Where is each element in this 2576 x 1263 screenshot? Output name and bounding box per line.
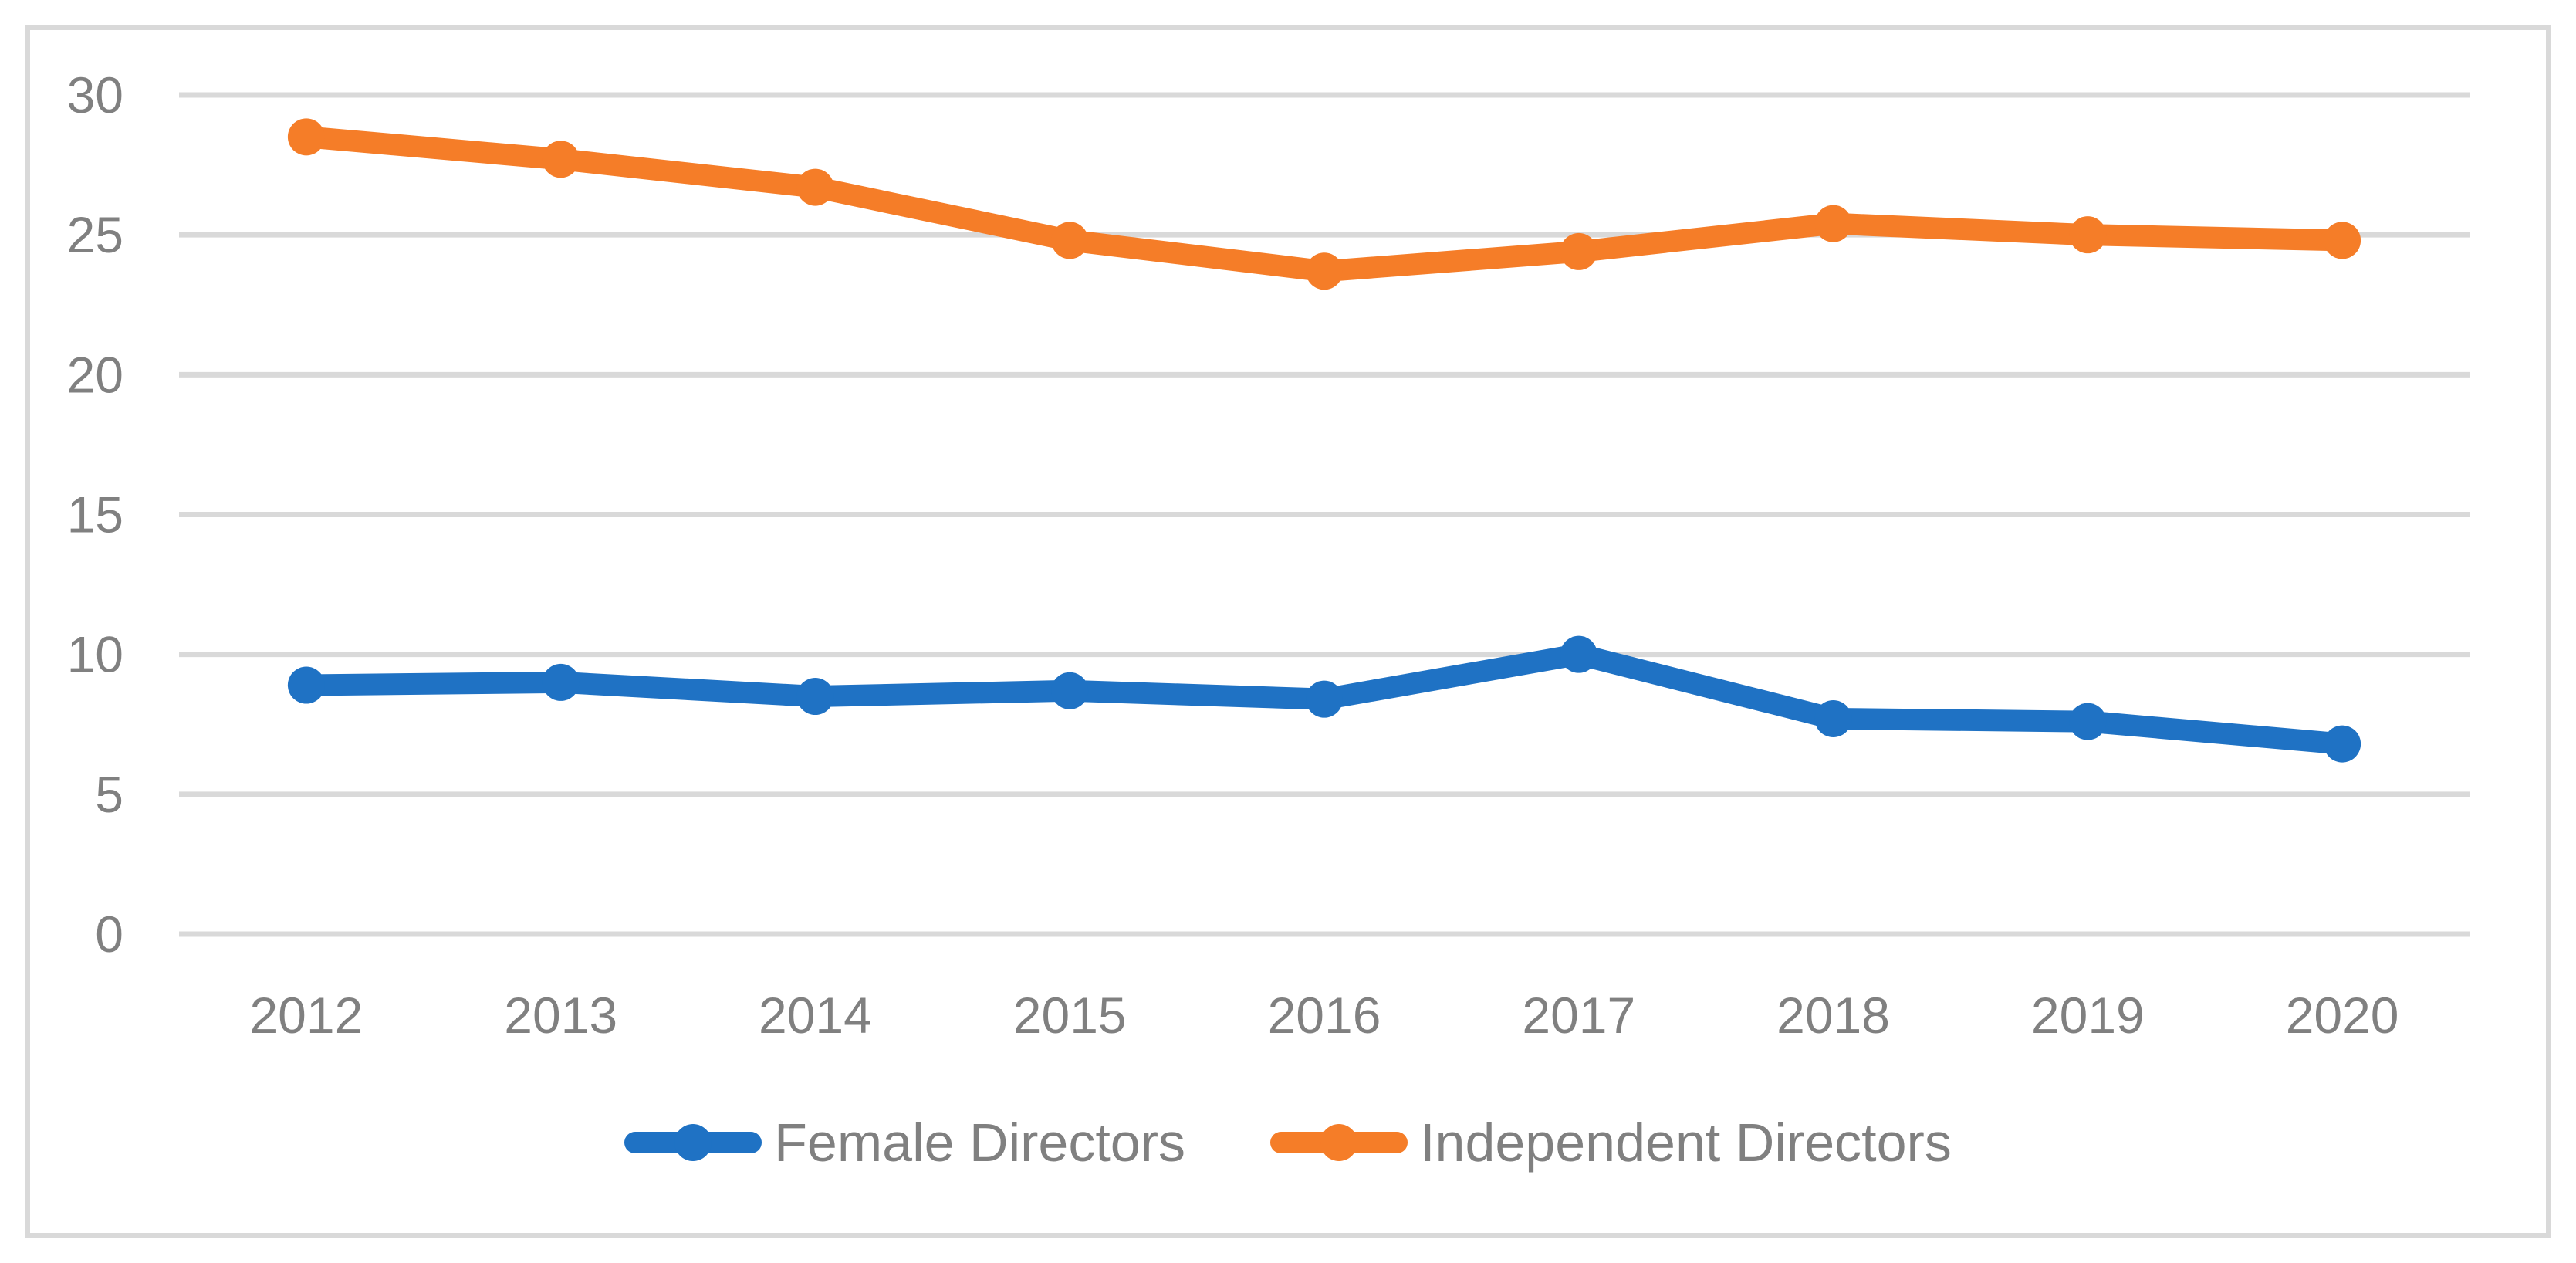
series-female-directors xyxy=(287,635,2361,763)
data-point-marker xyxy=(542,141,580,178)
data-point-marker xyxy=(542,663,580,701)
legend-item-independent-directors: Independent Directors xyxy=(1270,1116,1952,1170)
legend-label-female-directors: Female Directors xyxy=(774,1112,1186,1173)
y-axis-labels: 0 5 10 15 20 25 30 xyxy=(67,66,123,963)
data-point-marker xyxy=(796,168,834,206)
y-tick-label: 15 xyxy=(67,486,123,543)
data-point-marker xyxy=(1560,232,1597,270)
data-point-marker xyxy=(1051,672,1089,709)
x-tick-label: 2014 xyxy=(759,987,872,1044)
y-tick-label: 20 xyxy=(67,346,123,403)
y-tick-label: 25 xyxy=(67,206,123,263)
data-point-marker xyxy=(1051,222,1089,259)
x-tick-label: 2019 xyxy=(2031,987,2145,1044)
series-independent-directors xyxy=(287,118,2361,290)
x-tick-label: 2015 xyxy=(1013,987,1127,1044)
x-tick-label: 2012 xyxy=(249,987,363,1044)
y-tick-label: 0 xyxy=(95,906,123,963)
x-tick-label: 2013 xyxy=(504,987,617,1044)
y-tick-label: 5 xyxy=(95,766,123,823)
x-axis-labels: 2012 2013 2014 2015 2016 2017 2018 2019 2020 xyxy=(249,987,2399,1044)
data-point-marker xyxy=(1560,635,1597,673)
data-point-marker xyxy=(2324,222,2361,259)
legend-label-independent-directors: Independent Directors xyxy=(1420,1112,1952,1173)
data-point-marker xyxy=(796,678,834,716)
data-point-marker xyxy=(1306,680,1343,718)
x-tick-label: 2017 xyxy=(1522,987,1635,1044)
x-tick-label: 2018 xyxy=(1776,987,1890,1044)
x-tick-label: 2016 xyxy=(1268,987,1381,1044)
data-point-marker xyxy=(287,666,325,704)
data-point-marker xyxy=(1306,252,1343,290)
gridlines xyxy=(179,92,2470,937)
data-point-marker xyxy=(2069,703,2107,740)
data-point-marker xyxy=(2069,216,2107,254)
independent-directors-line-marker-icon xyxy=(1270,1123,1408,1162)
data-point-marker xyxy=(2324,725,2361,763)
female-directors-line-marker-icon xyxy=(624,1123,762,1162)
x-tick-label: 2020 xyxy=(2286,987,2399,1044)
series-lines xyxy=(287,118,2361,763)
legend: Female Directors Independent Directors xyxy=(0,1104,2576,1181)
data-point-marker xyxy=(1814,205,1852,242)
data-point-marker xyxy=(1814,700,1852,738)
data-point-marker xyxy=(287,118,325,156)
series-line-independent-directors xyxy=(295,126,2354,283)
chart-frame-border xyxy=(25,25,2551,1238)
legend-item-female-directors: Female Directors xyxy=(624,1116,1185,1170)
y-tick-label: 30 xyxy=(67,66,123,124)
legend-marker-dot xyxy=(674,1124,712,1161)
legend-marker-dot xyxy=(1320,1124,1358,1161)
y-tick-label: 10 xyxy=(67,626,123,683)
